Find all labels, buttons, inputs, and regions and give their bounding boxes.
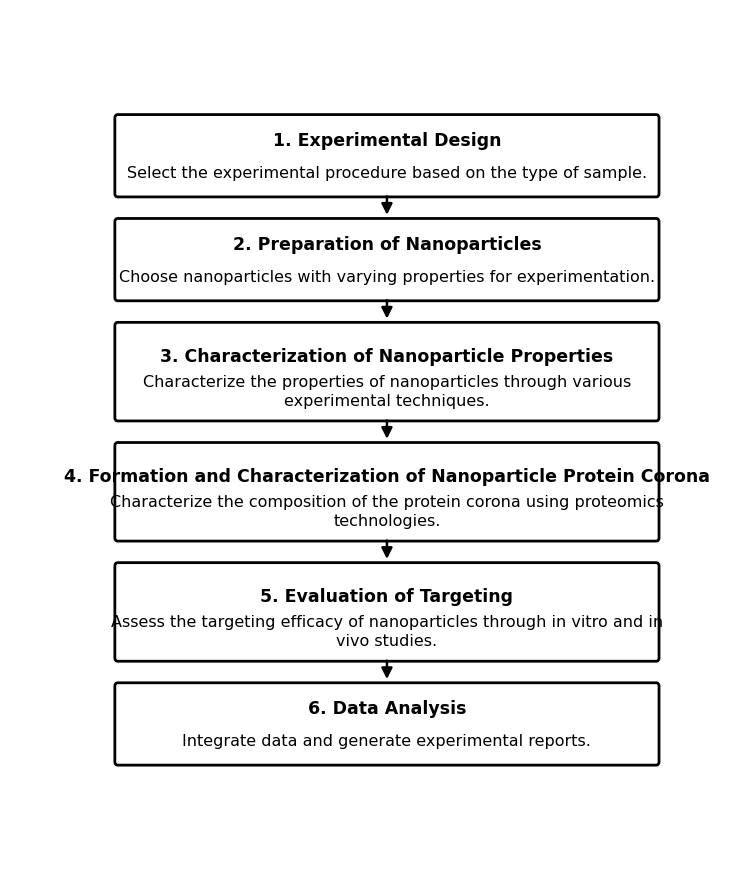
FancyBboxPatch shape [115, 442, 659, 541]
Text: 4. Formation and Characterization of Nanoparticle Protein Corona: 4. Formation and Characterization of Nan… [64, 468, 710, 486]
Text: 5. Evaluation of Targeting: 5. Evaluation of Targeting [260, 588, 513, 606]
Text: Assess the targeting efficacy of nanoparticles through in vitro and in
vivo stud: Assess the targeting efficacy of nanopar… [111, 615, 663, 649]
Text: Choose nanoparticles with varying properties for experimentation.: Choose nanoparticles with varying proper… [119, 269, 655, 285]
FancyBboxPatch shape [115, 219, 659, 300]
Text: Integrate data and generate experimental reports.: Integrate data and generate experimental… [183, 734, 591, 749]
Text: 2. Preparation of Nanoparticles: 2. Preparation of Nanoparticles [233, 236, 541, 253]
FancyBboxPatch shape [115, 115, 659, 197]
Text: 1. Experimental Design: 1. Experimental Design [273, 132, 501, 150]
FancyBboxPatch shape [115, 563, 659, 661]
FancyBboxPatch shape [115, 683, 659, 765]
FancyBboxPatch shape [115, 322, 659, 421]
Text: Characterize the composition of the protein corona using proteomics
technologies: Characterize the composition of the prot… [110, 495, 664, 529]
Text: 3. Characterization of Nanoparticle Properties: 3. Characterization of Nanoparticle Prop… [160, 348, 614, 366]
Text: Select the experimental procedure based on the type of sample.: Select the experimental procedure based … [127, 165, 647, 180]
Text: 6. Data Analysis: 6. Data Analysis [308, 700, 466, 719]
Text: Characterize the properties of nanoparticles through various
experimental techni: Characterize the properties of nanoparti… [143, 375, 631, 408]
